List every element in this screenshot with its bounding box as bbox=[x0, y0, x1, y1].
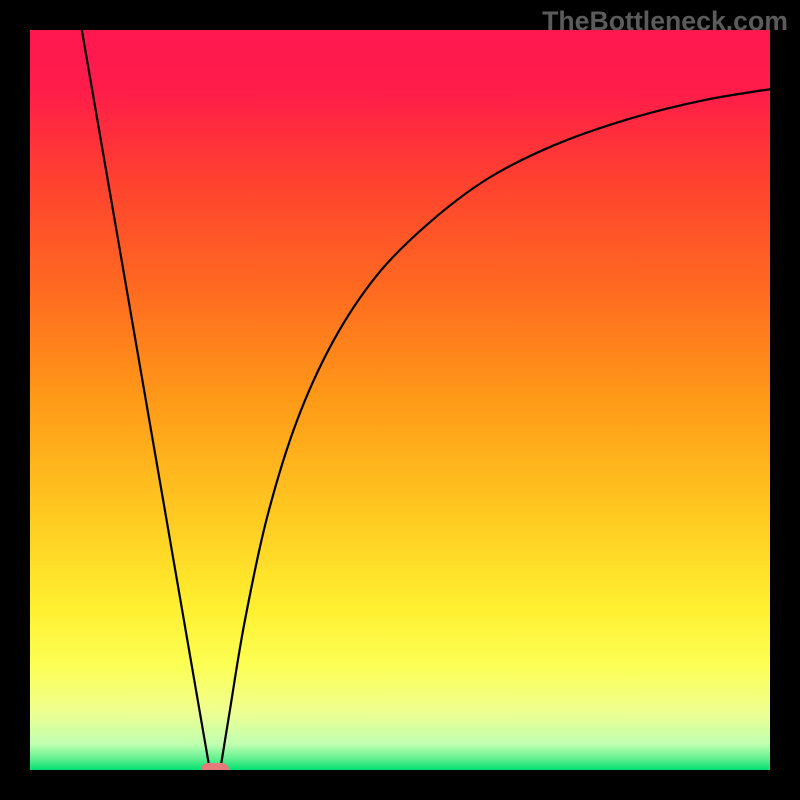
watermark-text: TheBottleneck.com bbox=[542, 6, 788, 37]
chart-container: TheBottleneck.com bbox=[0, 0, 800, 800]
bottleneck-chart bbox=[0, 0, 800, 800]
chart-background-gradient bbox=[30, 30, 770, 770]
